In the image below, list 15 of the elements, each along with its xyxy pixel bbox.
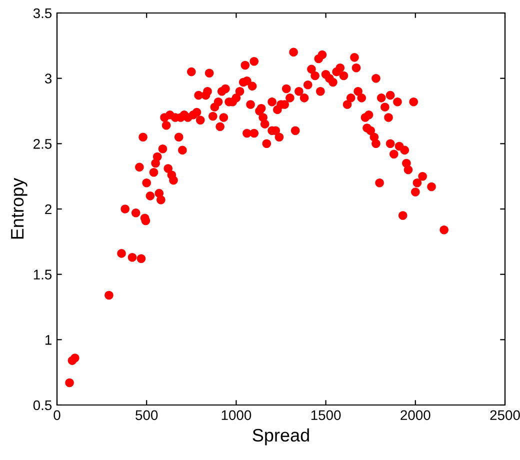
y-tick-label: 0.5	[33, 400, 52, 410]
x-axis-title: Spread	[252, 428, 309, 446]
y-tick-label: 3	[44, 74, 52, 84]
y-tick-label: 1.5	[34, 270, 52, 280]
x-tick-label: 2000	[400, 410, 430, 420]
x-tick-label: 0	[54, 410, 60, 420]
y-axis-title: Entropy	[11, 178, 28, 239]
y-tick-label: 1	[45, 335, 52, 345]
x-tick-label: 2500	[490, 410, 520, 420]
x-tick-label: 500	[136, 410, 158, 420]
y-tick-label: 2.5	[34, 139, 52, 149]
y-tick-label: 2	[45, 204, 52, 214]
y-tick-label: 3.5	[33, 8, 52, 18]
x-tick-label: 1000	[222, 410, 252, 420]
x-tick-label: 1500	[311, 410, 341, 420]
